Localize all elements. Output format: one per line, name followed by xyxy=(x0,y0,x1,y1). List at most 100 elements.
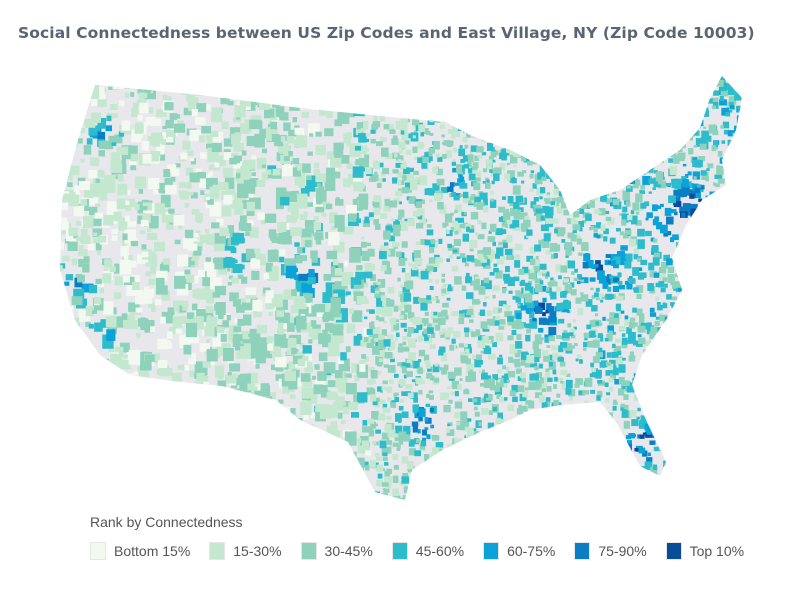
zip-cell xyxy=(654,150,661,157)
zip-cell xyxy=(476,171,482,177)
zip-cell xyxy=(574,170,581,177)
zip-cell xyxy=(324,467,334,479)
zip-cell xyxy=(506,379,510,383)
zip-cell xyxy=(696,378,704,387)
zip-cell xyxy=(695,330,700,335)
zip-cell xyxy=(641,145,650,155)
zip-cell xyxy=(116,448,126,459)
zip-cell xyxy=(586,324,592,330)
zip-cell xyxy=(121,313,128,321)
zip-cell xyxy=(292,468,299,477)
zip-cell xyxy=(639,129,644,133)
zip-cell xyxy=(667,266,675,274)
zip-cell xyxy=(454,412,460,419)
zip-cell xyxy=(259,128,269,138)
zip-cell xyxy=(412,426,419,431)
zip-cell xyxy=(532,183,537,189)
zip-cell xyxy=(610,132,615,137)
zip-cell xyxy=(343,466,350,473)
zip-cell xyxy=(558,427,566,435)
zip-cell xyxy=(616,459,622,466)
zip-cell xyxy=(571,345,575,349)
zip-cell xyxy=(342,463,354,475)
zip-cell xyxy=(609,115,614,118)
zip-cell xyxy=(458,478,464,487)
zip-cell xyxy=(264,455,273,462)
zip-cell xyxy=(717,220,725,230)
zip-cell xyxy=(348,401,359,411)
zip-cell xyxy=(646,372,653,378)
zip-cell xyxy=(447,423,451,427)
zip-cell xyxy=(602,164,607,169)
zip-cell xyxy=(479,100,483,104)
zip-cell xyxy=(190,433,195,439)
zip-cell xyxy=(277,238,284,245)
zip-cell xyxy=(208,172,213,177)
zip-cell xyxy=(161,209,174,223)
zip-cell xyxy=(86,190,98,206)
zip-cell xyxy=(674,402,683,412)
zip-cell xyxy=(178,418,185,426)
zip-cell xyxy=(539,473,545,478)
zip-cell xyxy=(693,145,697,148)
zip-cell xyxy=(569,138,574,143)
zip-cell xyxy=(561,332,570,339)
zip-cell xyxy=(553,493,561,499)
zip-cell xyxy=(246,201,256,212)
zip-cell xyxy=(654,345,661,351)
zip-cell xyxy=(233,202,244,215)
zip-cell xyxy=(695,479,702,487)
zip-cell xyxy=(389,317,397,325)
zip-cell xyxy=(333,293,338,297)
zip-cell xyxy=(480,350,484,354)
zip-cell xyxy=(214,419,227,431)
zip-cell xyxy=(442,120,446,124)
zip-cell xyxy=(152,454,158,461)
zip-cell xyxy=(526,255,534,262)
zip-cell xyxy=(574,383,580,388)
zip-cell xyxy=(715,183,720,188)
zip-cell xyxy=(664,378,668,381)
zip-cell xyxy=(625,170,631,175)
zip-cell xyxy=(469,248,474,252)
zip-cell xyxy=(492,126,499,134)
zip-cell xyxy=(285,91,291,99)
zip-cell xyxy=(516,334,522,341)
zip-cell xyxy=(199,234,211,244)
zip-cell xyxy=(491,93,497,100)
zip-cell xyxy=(722,388,726,392)
zip-cell xyxy=(556,494,565,500)
zip-cell xyxy=(580,294,589,302)
zip-cell xyxy=(277,221,287,233)
zip-cell xyxy=(528,459,534,464)
zip-cell xyxy=(374,441,380,446)
zip-cell xyxy=(604,125,613,132)
zip-cell xyxy=(358,193,369,206)
zip-cell xyxy=(335,454,344,462)
zip-cell xyxy=(481,481,486,486)
zip-cell xyxy=(403,328,408,332)
zip-cell xyxy=(115,482,122,490)
zip-cell xyxy=(62,336,71,344)
zip-cell xyxy=(389,129,396,135)
zip-cell xyxy=(639,316,644,321)
zip-cell xyxy=(212,137,221,148)
zip-cell xyxy=(113,76,120,81)
zip-cell xyxy=(472,460,479,468)
zip-cell xyxy=(398,440,404,445)
zip-cell xyxy=(703,93,708,98)
zip-cell xyxy=(178,225,183,230)
zip-cell xyxy=(542,155,548,162)
zip-cell xyxy=(745,233,749,237)
zip-cell xyxy=(637,228,645,237)
zip-cell xyxy=(574,268,578,273)
zip-cell xyxy=(602,316,606,321)
zip-cell xyxy=(749,443,755,448)
zip-cell xyxy=(462,80,468,86)
zip-cell xyxy=(456,164,463,172)
zip-cell xyxy=(699,218,707,226)
zip-cell xyxy=(413,328,419,334)
zip-cell xyxy=(279,256,285,263)
zip-cell xyxy=(88,449,95,458)
zip-cell xyxy=(607,95,614,102)
